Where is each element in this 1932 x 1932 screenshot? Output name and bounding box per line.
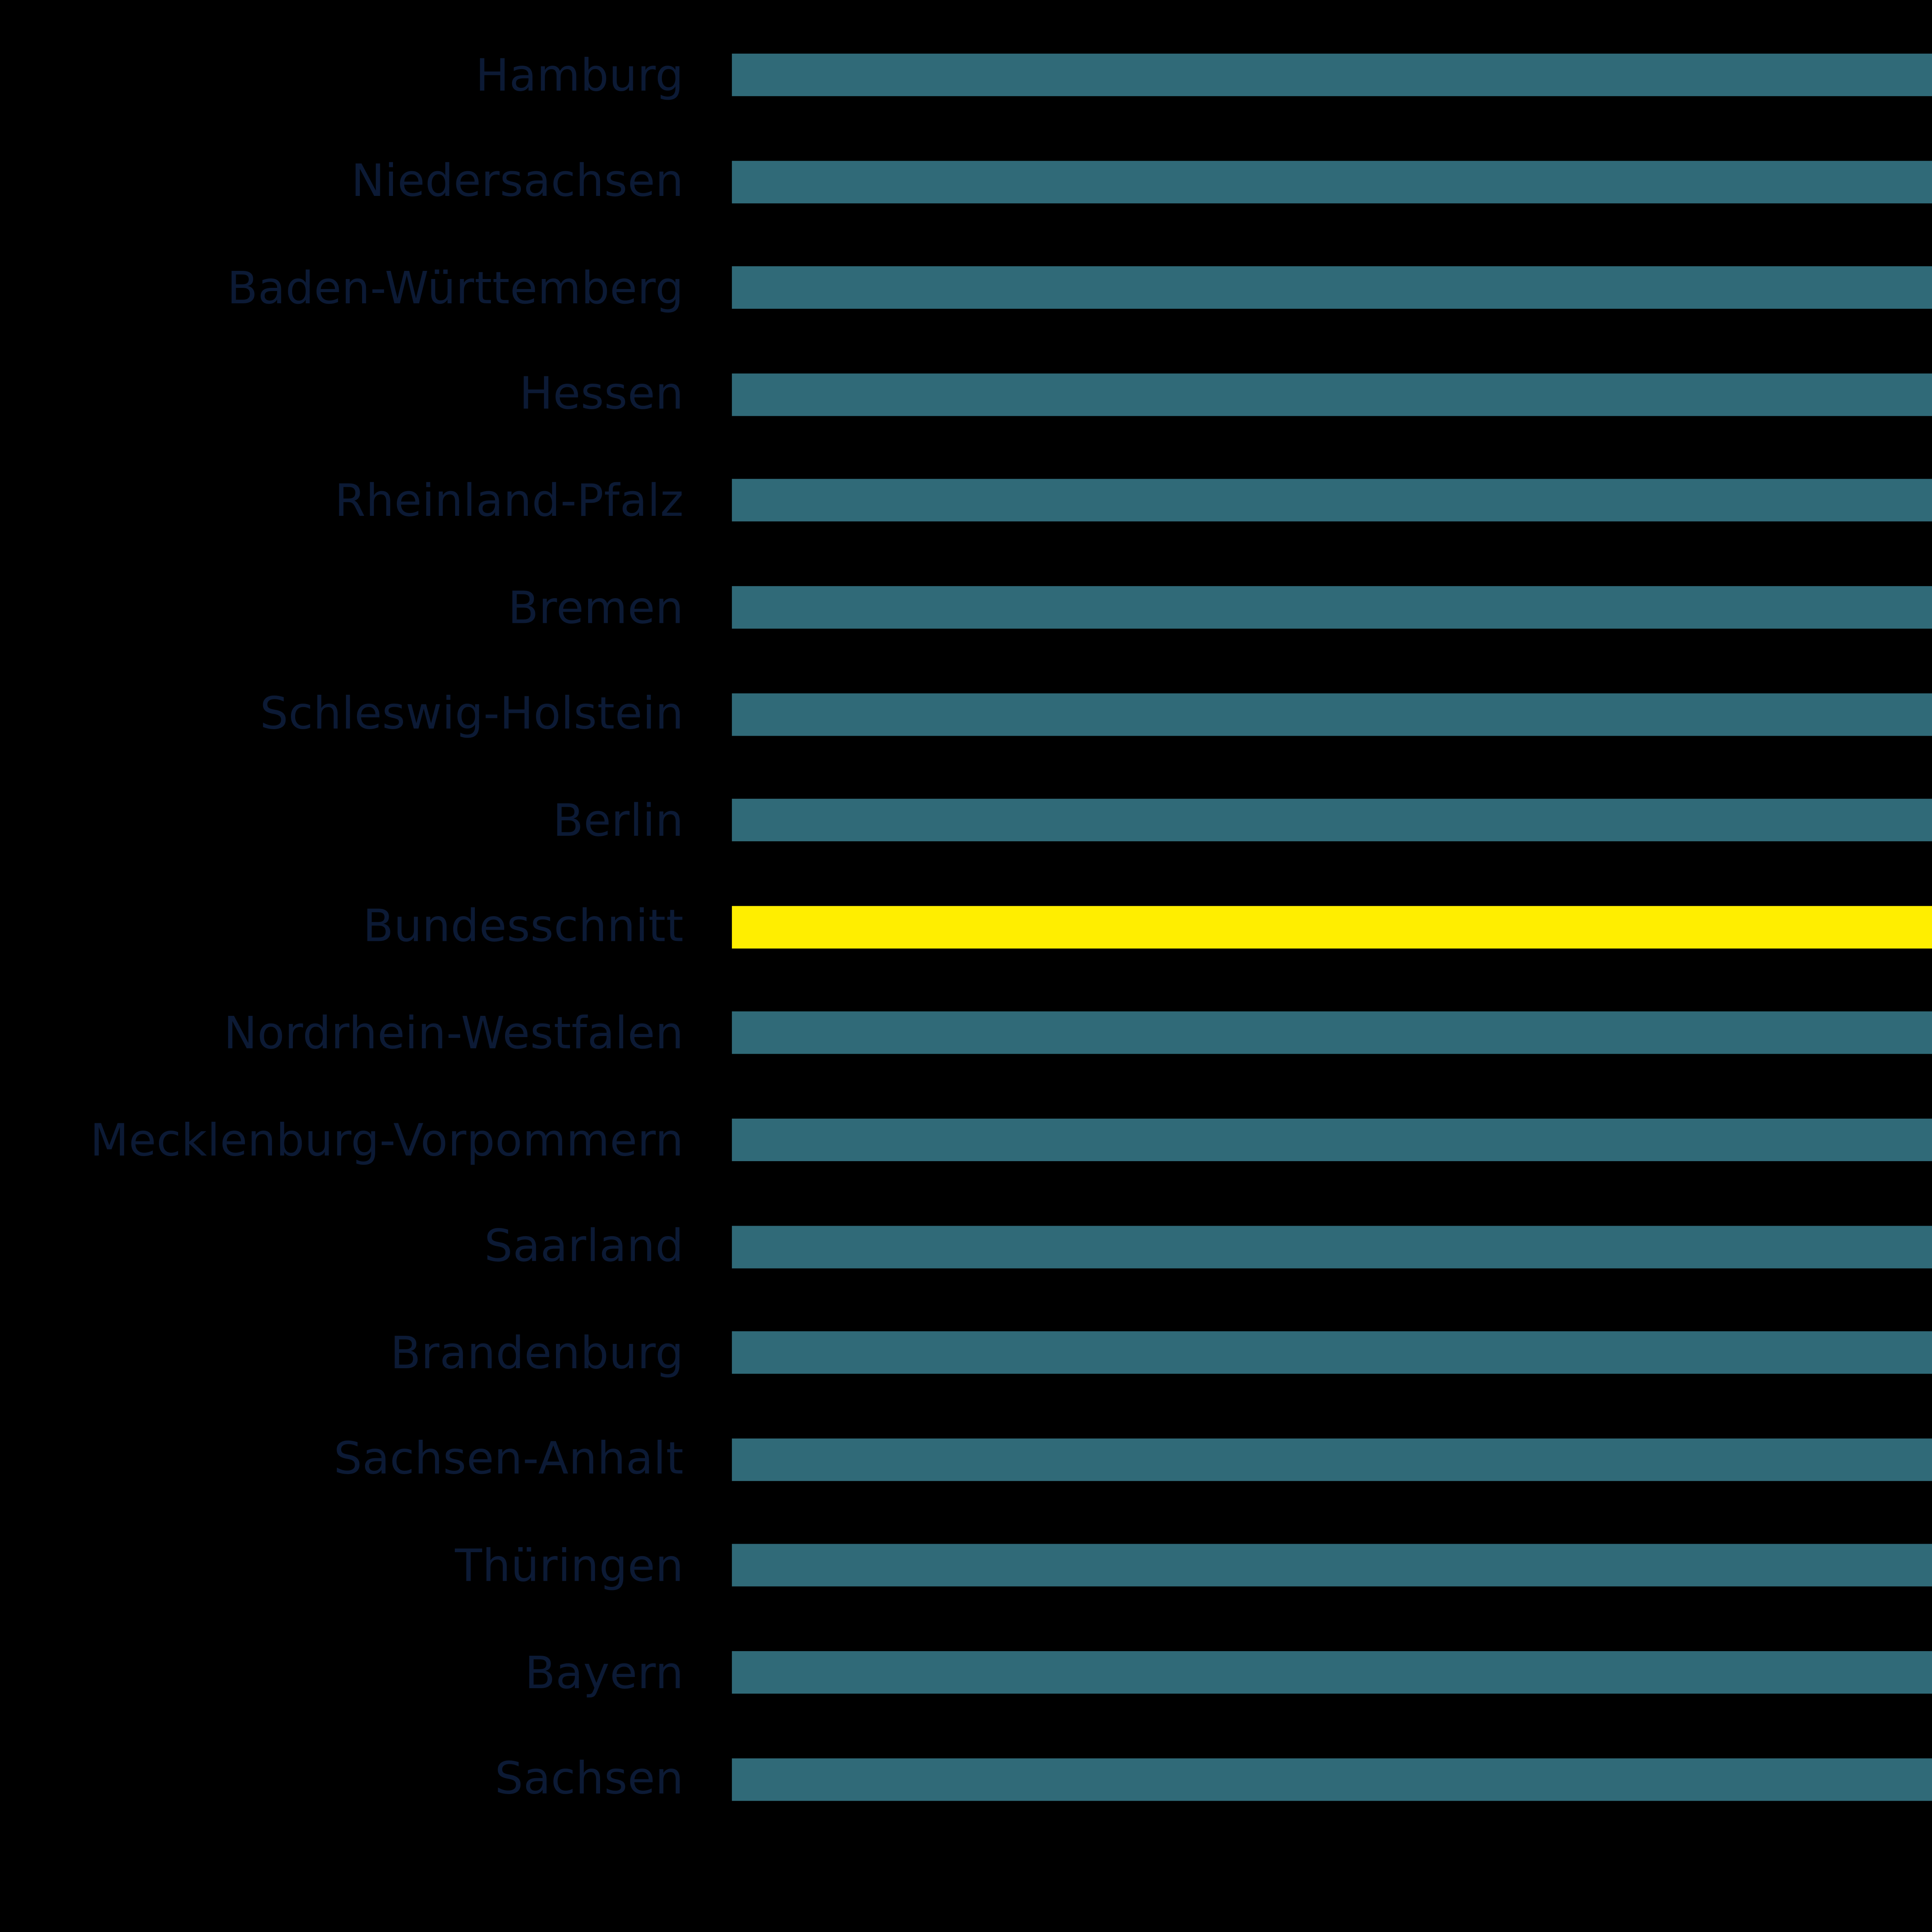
bar — [732, 1438, 1932, 1481]
chart-row-bundesschnitt: Bundesschnitt 52 % — [0, 899, 1932, 955]
bar — [732, 1118, 1932, 1162]
chart-row-th-ringen: Thüringen 46 % — [0, 1538, 1932, 1594]
chart-row-hessen: Hessen 56 % — [0, 367, 1932, 422]
chart-row-saarland: Saarland 50 % — [0, 1219, 1932, 1274]
category-label: Sachsen-Anhalt — [333, 1433, 684, 1485]
category-label: Nordrhein-Westfalen — [224, 1007, 684, 1060]
chart-row-berlin: Berlin 52 % — [0, 793, 1932, 848]
category-label: Niedersachsen — [351, 155, 684, 207]
category-label: Saarland — [484, 1220, 684, 1272]
chart-row-niedersachsen: Niedersachsen 58 % — [0, 154, 1932, 209]
chart-row-sachsen: Sachsen 43 % — [0, 1751, 1932, 1807]
chart-row-bremen: Bremen 54 % — [0, 580, 1932, 635]
category-label: Sachsen — [495, 1753, 684, 1805]
category-label: Berlin — [553, 794, 684, 847]
chart-row-mecklenburg-vorpommern: Mecklenburg-Vorpommern 51 % — [0, 1112, 1932, 1168]
highlight-bar — [732, 905, 1932, 948]
chart-row-brandenburg: Brandenburg 48 % — [0, 1325, 1932, 1381]
bar — [732, 799, 1932, 842]
bar — [732, 160, 1932, 203]
category-label: Hamburg — [475, 49, 684, 101]
bar — [732, 1651, 1932, 1694]
category-label: Rheinland-Pfalz — [335, 475, 684, 527]
category-label: Baden-Württemberg — [227, 262, 684, 314]
bar — [732, 1332, 1932, 1374]
category-label: Mecklenburg-Vorpommern — [90, 1114, 684, 1166]
chart-row-schleswig-holstein: Schleswig-Holstein 53 % — [0, 686, 1932, 742]
category-label: Brandenburg — [390, 1327, 684, 1379]
chart-row-hamburg: Hamburg 62 % — [0, 47, 1932, 103]
category-label: Hessen — [519, 368, 684, 420]
category-label: Bundesschnitt — [363, 901, 684, 953]
bar — [732, 1544, 1932, 1587]
bar — [732, 1225, 1932, 1268]
bar — [732, 692, 1932, 735]
bar — [732, 53, 1932, 96]
bar — [732, 480, 1932, 522]
bar — [732, 266, 1932, 310]
category-label: Bremen — [508, 581, 684, 633]
bar — [732, 373, 1932, 416]
chart-row-bayern: Bayern 44 % — [0, 1645, 1932, 1700]
category-label: Bayern — [525, 1646, 684, 1699]
bar — [732, 1757, 1932, 1800]
chart-row-rheinland-pfalz: Rheinland-Pfalz 56 % — [0, 473, 1932, 529]
chart-row-baden-w-rttemberg: Baden-Württemberg 56 % — [0, 260, 1932, 316]
bar — [732, 1012, 1932, 1055]
bar — [732, 586, 1932, 629]
chart-row-nordrhein-westfalen: Nordrhein-Westfalen 51 % — [0, 1006, 1932, 1061]
category-label: Thüringen — [455, 1540, 684, 1592]
chart-row-sachsen-anhalt: Sachsen-Anhalt 48 % — [0, 1432, 1932, 1487]
category-label: Schleswig-Holstein — [260, 688, 684, 740]
